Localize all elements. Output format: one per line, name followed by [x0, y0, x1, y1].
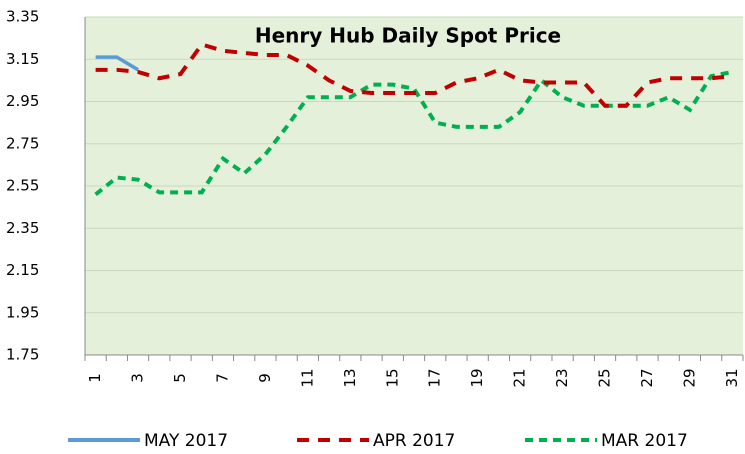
y-tick-label: 1.75 [6, 346, 39, 364]
x-tick-label: 17 [426, 368, 444, 387]
x-tick-label: 25 [596, 368, 614, 387]
x-tick-label: 21 [511, 368, 529, 387]
x-tick-label: 19 [468, 368, 486, 387]
chart-title: Henry Hub Daily Spot Price [255, 24, 561, 48]
x-tick-label: 1 [86, 373, 104, 383]
y-tick-label: 3.35 [6, 8, 39, 26]
x-tick-label: 3 [129, 373, 147, 383]
x-tick-label: 7 [213, 373, 231, 383]
y-tick-label: 2.15 [6, 261, 39, 279]
x-tick-label: 15 [383, 368, 401, 387]
y-tick-label: 2.35 [6, 219, 39, 237]
series-line [95, 55, 139, 72]
x-tick-label: 23 [553, 368, 571, 387]
legend-label: MAY 2017 [144, 431, 228, 451]
x-tick-label: 29 [680, 368, 698, 387]
x-tick-label: 31 [723, 368, 741, 387]
x-tick-label: 5 [171, 373, 189, 383]
x-tick-label: 27 [638, 368, 656, 387]
x-tick-label: 13 [341, 368, 359, 387]
x-tick-label: 9 [256, 373, 274, 383]
series-line [95, 42, 733, 108]
x-tick-label: 11 [298, 368, 316, 387]
y-tick-label: 2.55 [6, 177, 39, 195]
y-tick-label: 1.95 [6, 303, 39, 321]
legend-label: MAR 2017 [601, 431, 688, 451]
legend-label: APR 2017 [373, 431, 455, 451]
y-tick-label: 2.75 [6, 134, 39, 152]
y-tick-label: 3.15 [6, 50, 39, 68]
y-tick-label: 2.95 [6, 92, 39, 110]
